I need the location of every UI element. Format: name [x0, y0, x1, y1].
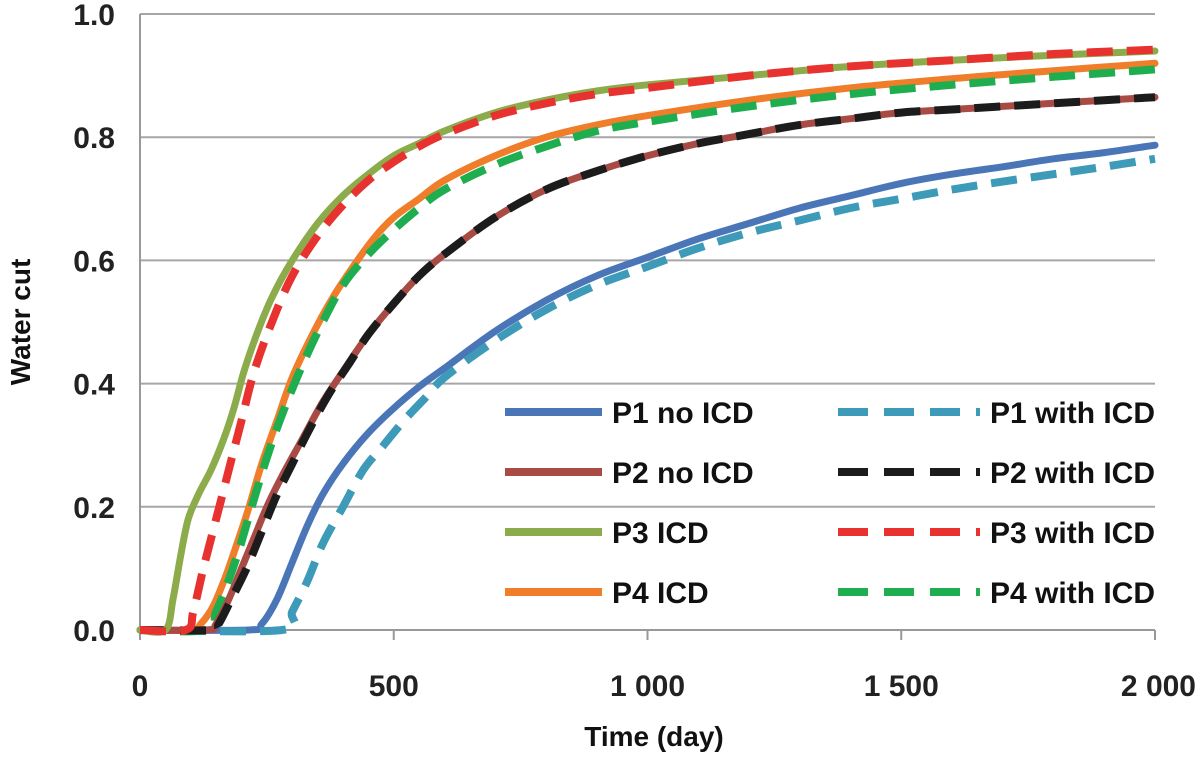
y-tick-label: 0.8: [73, 122, 115, 155]
legend-label-p3-with-icd: P3 with ICD: [990, 517, 1155, 550]
x-tick-label: 0: [132, 670, 149, 703]
legend-label-p1-no-icd: P1 no ICD: [612, 397, 754, 430]
series-line-p4-icd: [136, 59, 1159, 634]
x-tick-labels: 0 500 1 000 1 500 2 000: [132, 670, 1196, 703]
y-tick-label: 0.4: [73, 369, 115, 402]
series-line-p4-with-icd: [139, 65, 1156, 636]
x-tick-label: 1 500: [864, 670, 939, 703]
x-tick-label: 1 000: [610, 670, 685, 703]
y-axis-title: Water cut: [5, 259, 36, 386]
series-line-p2-no-icd: [136, 93, 1159, 634]
series-line-p1-no-icd: [136, 141, 1159, 634]
y-tick-label: 0.6: [73, 245, 115, 278]
x-tick-label: 500: [369, 670, 419, 703]
x-tick-label: 2 000: [1121, 670, 1196, 703]
legend-label-p2-with-icd: P2 with ICD: [990, 457, 1155, 490]
legend: P1 no ICD P2 no ICD P3 ICD P4 ICD P1 with IC…: [505, 397, 1155, 610]
y-tick-label: 0.2: [73, 492, 115, 525]
legend-label-p3-icd: P3 ICD: [612, 517, 709, 550]
series-line-p1-with-icd: [139, 154, 1156, 636]
y-tick-label: 1.0: [73, 0, 115, 32]
axes: [139, 14, 1155, 631]
series-line-p2-with-icd: [139, 93, 1156, 635]
series-lines: [136, 45, 1159, 636]
y-tick-labels: 0.0 0.2 0.4 0.6 0.8 1.0: [73, 0, 115, 648]
y-tick-label: 0.0: [73, 615, 115, 648]
x-axis-title: Time (day): [584, 721, 724, 752]
series-line-p3-with-icd: [139, 45, 1156, 636]
legend-label-p2-no-icd: P2 no ICD: [612, 457, 754, 490]
legend-label-p4-icd: P4 ICD: [612, 577, 709, 610]
legend-label-p4-with-icd: P4 with ICD: [990, 577, 1155, 610]
legend-label-p1-with-icd: P1 with ICD: [990, 397, 1155, 430]
